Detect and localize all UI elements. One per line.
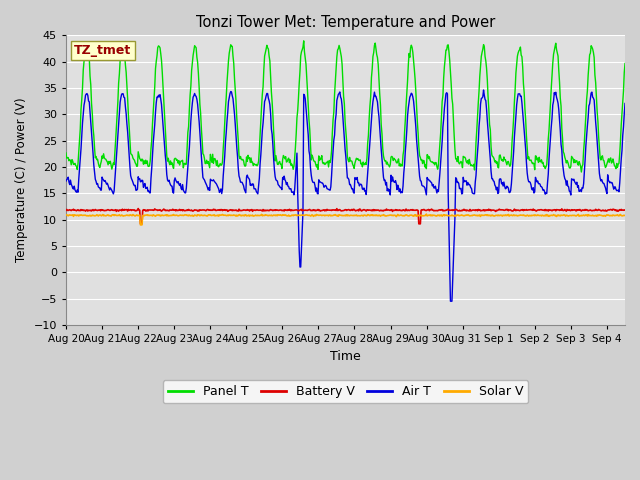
Title: Tonzi Tower Met: Temperature and Power: Tonzi Tower Met: Temperature and Power <box>196 15 495 30</box>
Text: TZ_tmet: TZ_tmet <box>74 44 132 57</box>
Y-axis label: Temperature (C) / Power (V): Temperature (C) / Power (V) <box>15 98 28 263</box>
Legend: Panel T, Battery V, Air T, Solar V: Panel T, Battery V, Air T, Solar V <box>163 380 528 403</box>
X-axis label: Time: Time <box>330 349 361 362</box>
